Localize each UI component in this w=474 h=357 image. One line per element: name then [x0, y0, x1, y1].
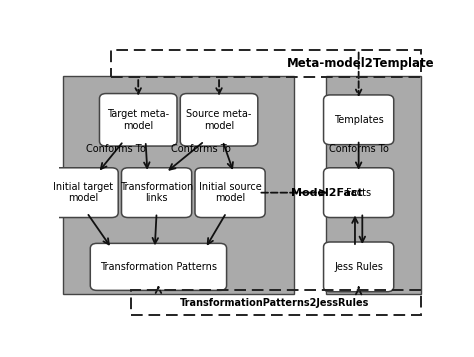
Text: Templates: Templates	[334, 115, 383, 125]
FancyBboxPatch shape	[324, 168, 394, 217]
FancyBboxPatch shape	[121, 168, 191, 217]
Text: Initial source
model: Initial source model	[199, 182, 262, 203]
Text: Target meta-
model: Target meta- model	[107, 109, 169, 131]
Text: Conforms To: Conforms To	[86, 144, 146, 154]
Text: Transformation Patterns: Transformation Patterns	[100, 262, 217, 272]
Text: TransformationPatterns2JessRules: TransformationPatterns2JessRules	[180, 298, 369, 308]
FancyBboxPatch shape	[324, 242, 394, 292]
Text: Conforms To: Conforms To	[328, 144, 389, 154]
Bar	[326, 76, 421, 295]
Text: Jess Rules: Jess Rules	[334, 262, 383, 272]
Text: Source meta-
model: Source meta- model	[186, 109, 252, 131]
Text: Transformation
links: Transformation links	[120, 182, 193, 203]
FancyBboxPatch shape	[48, 168, 118, 217]
FancyBboxPatch shape	[195, 168, 265, 217]
FancyBboxPatch shape	[180, 94, 258, 146]
Text: Conforms To: Conforms To	[171, 144, 231, 154]
FancyBboxPatch shape	[90, 243, 227, 290]
Bar	[63, 76, 294, 295]
Text: Meta-model2Template: Meta-model2Template	[287, 57, 435, 70]
FancyBboxPatch shape	[100, 94, 177, 146]
FancyBboxPatch shape	[324, 95, 394, 145]
Text: Facts: Facts	[346, 188, 371, 198]
Text: Model2Fact: Model2Fact	[291, 188, 363, 198]
Text: Initial target
model: Initial target model	[53, 182, 113, 203]
